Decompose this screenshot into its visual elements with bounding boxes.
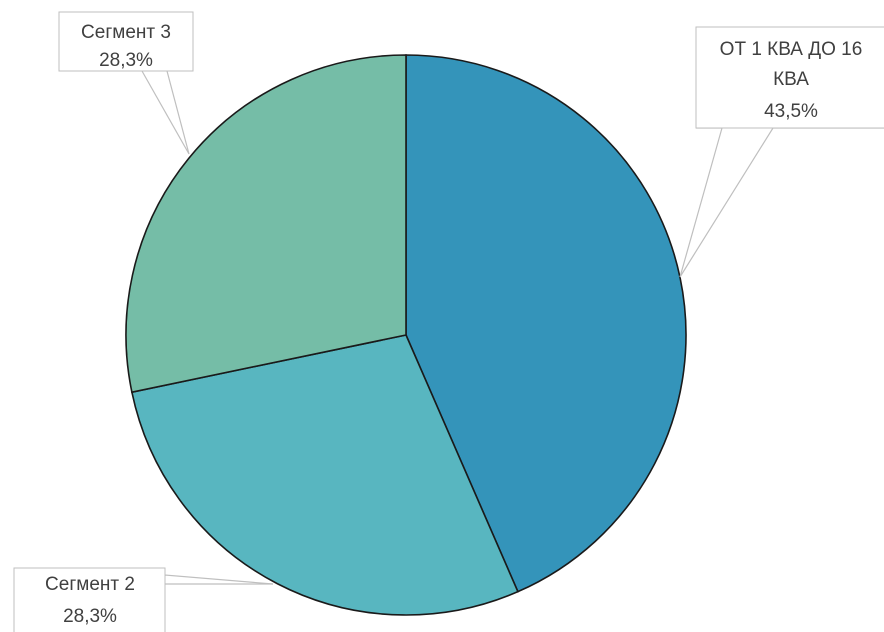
leader-line-1b [679,127,884,278]
slice-label-1-line-2: КВА [773,69,809,90]
slice-label-1-line-1: ОТ 1 КВА ДО 16 [720,39,863,60]
slice-label-1: ОТ 1 КВА ДО 16 КВА 43,5% [679,26,884,278]
leader-line-2 [164,574,274,585]
pie-slice-3 [125,54,407,394]
pie-slice-2 [130,334,519,616]
leader-line-3 [141,70,190,155]
slice-value-3: 28,3% [99,50,153,71]
slice-label-2-line-1: Сегмент 2 [45,574,135,595]
slice-label-3-line-1: Сегмент 3 [81,22,171,43]
slice-label-2: Сегмент 2 28,3% [13,567,274,632]
pie-slice-1 [405,54,687,593]
slice-value-1: 43,5% [764,101,818,122]
slice-label-3: Сегмент 3 28,3% [58,11,194,155]
leader-line-3b [166,70,190,155]
slice-value-2: 28,3% [63,606,117,627]
pie-slices [125,54,687,616]
label-box-2 [13,567,166,632]
label-box-1 [695,26,884,129]
label-box-3 [58,11,194,72]
leader-line-1 [679,127,723,278]
